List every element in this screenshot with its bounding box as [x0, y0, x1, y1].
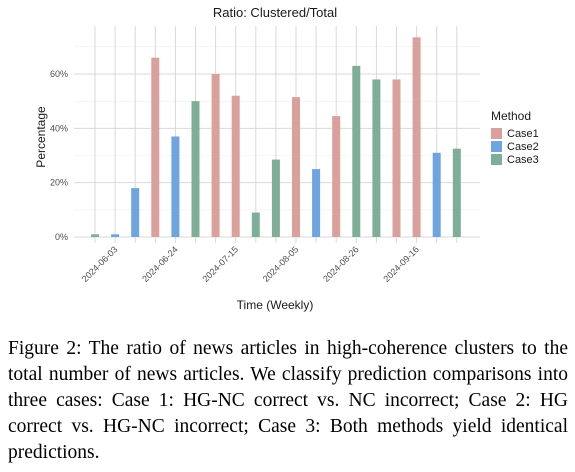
bar-case3 — [251, 212, 260, 237]
y-tick-label: 0% — [55, 232, 68, 242]
bar-case1 — [231, 95, 240, 237]
y-tick-label: 40% — [50, 123, 68, 133]
chart-figure: Ratio: Clustered/Total 0% 20% 40% 60% 2024-… — [34, 5, 539, 312]
bar-case2 — [171, 136, 180, 237]
bar-case3 — [91, 234, 99, 237]
x-tick-label: 2024-08-26 — [321, 244, 361, 284]
x-axis-title: Time (Weekly) — [237, 298, 314, 312]
y-axis-ticks: 0% 20% 40% 60% — [50, 69, 68, 242]
bar-case3 — [352, 65, 361, 237]
bar-case2 — [312, 169, 321, 237]
x-axis-ticks: 2024-06-03 2024-06-24 2024-07-15 2024-08-05… — [80, 244, 421, 284]
bar-case3 — [452, 148, 461, 237]
bar-case1 — [392, 79, 401, 237]
bar-case1 — [292, 97, 300, 237]
figure-caption: Figure 2: The ratio of news articles in … — [8, 338, 568, 463]
legend-swatch-case3 — [491, 154, 502, 165]
bar-case1 — [412, 37, 421, 238]
chart-svg: Ratio: Clustered/Total 0% 20% 40% 60% 2024-… — [34, 5, 539, 312]
x-tick-label: 2024-06-24 — [140, 244, 180, 284]
bar-case3 — [372, 79, 381, 237]
y-tick-label: 20% — [50, 178, 68, 188]
bar-case3 — [191, 101, 200, 238]
bar-case1 — [151, 57, 160, 238]
bar-case1 — [332, 116, 341, 237]
bars-layer — [91, 37, 461, 238]
x-tick-label: 2024-08-05 — [261, 244, 301, 284]
chart-title: Ratio: Clustered/Total — [213, 5, 337, 20]
y-axis-title: Percentage — [34, 106, 48, 168]
legend-swatch-case1 — [491, 128, 502, 139]
x-tick-label: 2024-07-15 — [200, 244, 240, 284]
bar-case1 — [211, 74, 220, 237]
legend-swatch-case2 — [491, 141, 502, 152]
bar-case3 — [271, 159, 280, 237]
x-tick-label: 2024-09-16 — [381, 244, 421, 284]
bar-case2 — [432, 152, 441, 237]
bar-case2 — [111, 234, 120, 237]
bar-case2 — [131, 188, 140, 237]
legend-label-case2: Case2 — [507, 141, 539, 153]
y-tick-label: 60% — [50, 69, 68, 79]
legend-label-case3: Case3 — [507, 154, 539, 166]
x-tick-label: 2024-06-03 — [80, 244, 120, 284]
legend-title: Method — [491, 109, 531, 123]
legend-label-case1: Case1 — [507, 128, 539, 140]
